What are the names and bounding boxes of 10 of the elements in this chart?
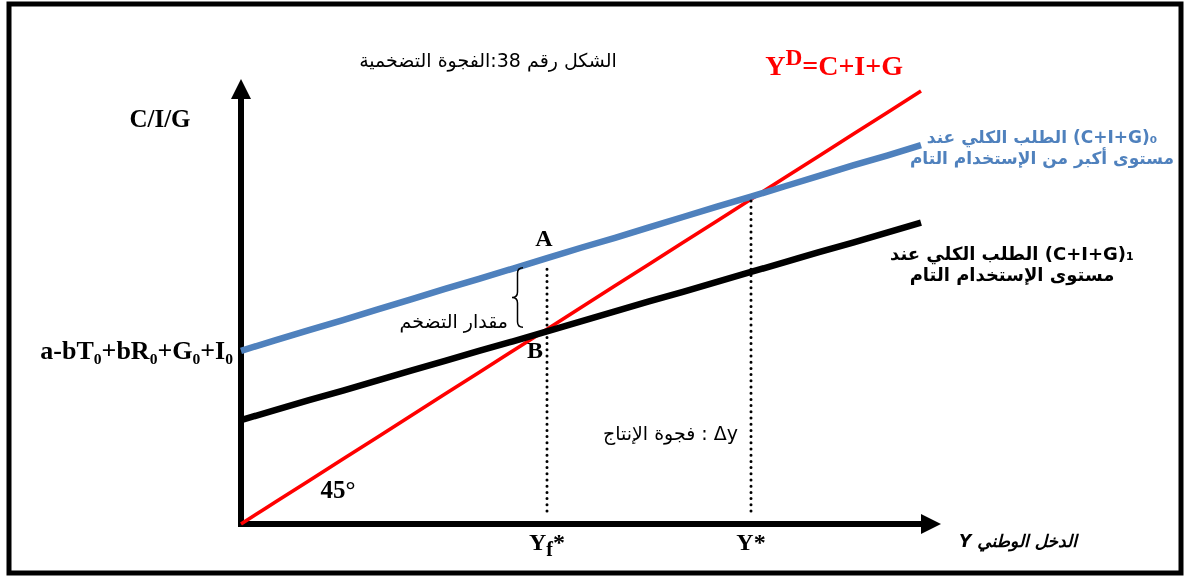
text: a-bT₀+bR₀+G₀+I₀	[40, 335, 233, 367]
annotation: B	[526, 335, 544, 365]
x-tick-label: Y*	[736, 528, 766, 557]
annotation: A	[535, 223, 553, 253]
annotation: مقدار التضخم	[399, 309, 508, 333]
x-tick-label: Y$_{f}$*	[528, 528, 566, 561]
chart-title: الشكل رقم 38:الفجوة التضخمية	[359, 48, 617, 72]
annotation: 45°	[320, 475, 356, 505]
y-axis-title: C/I/G	[129, 104, 191, 134]
series-label: Y$^{D}$=C+I+G	[765, 44, 903, 83]
